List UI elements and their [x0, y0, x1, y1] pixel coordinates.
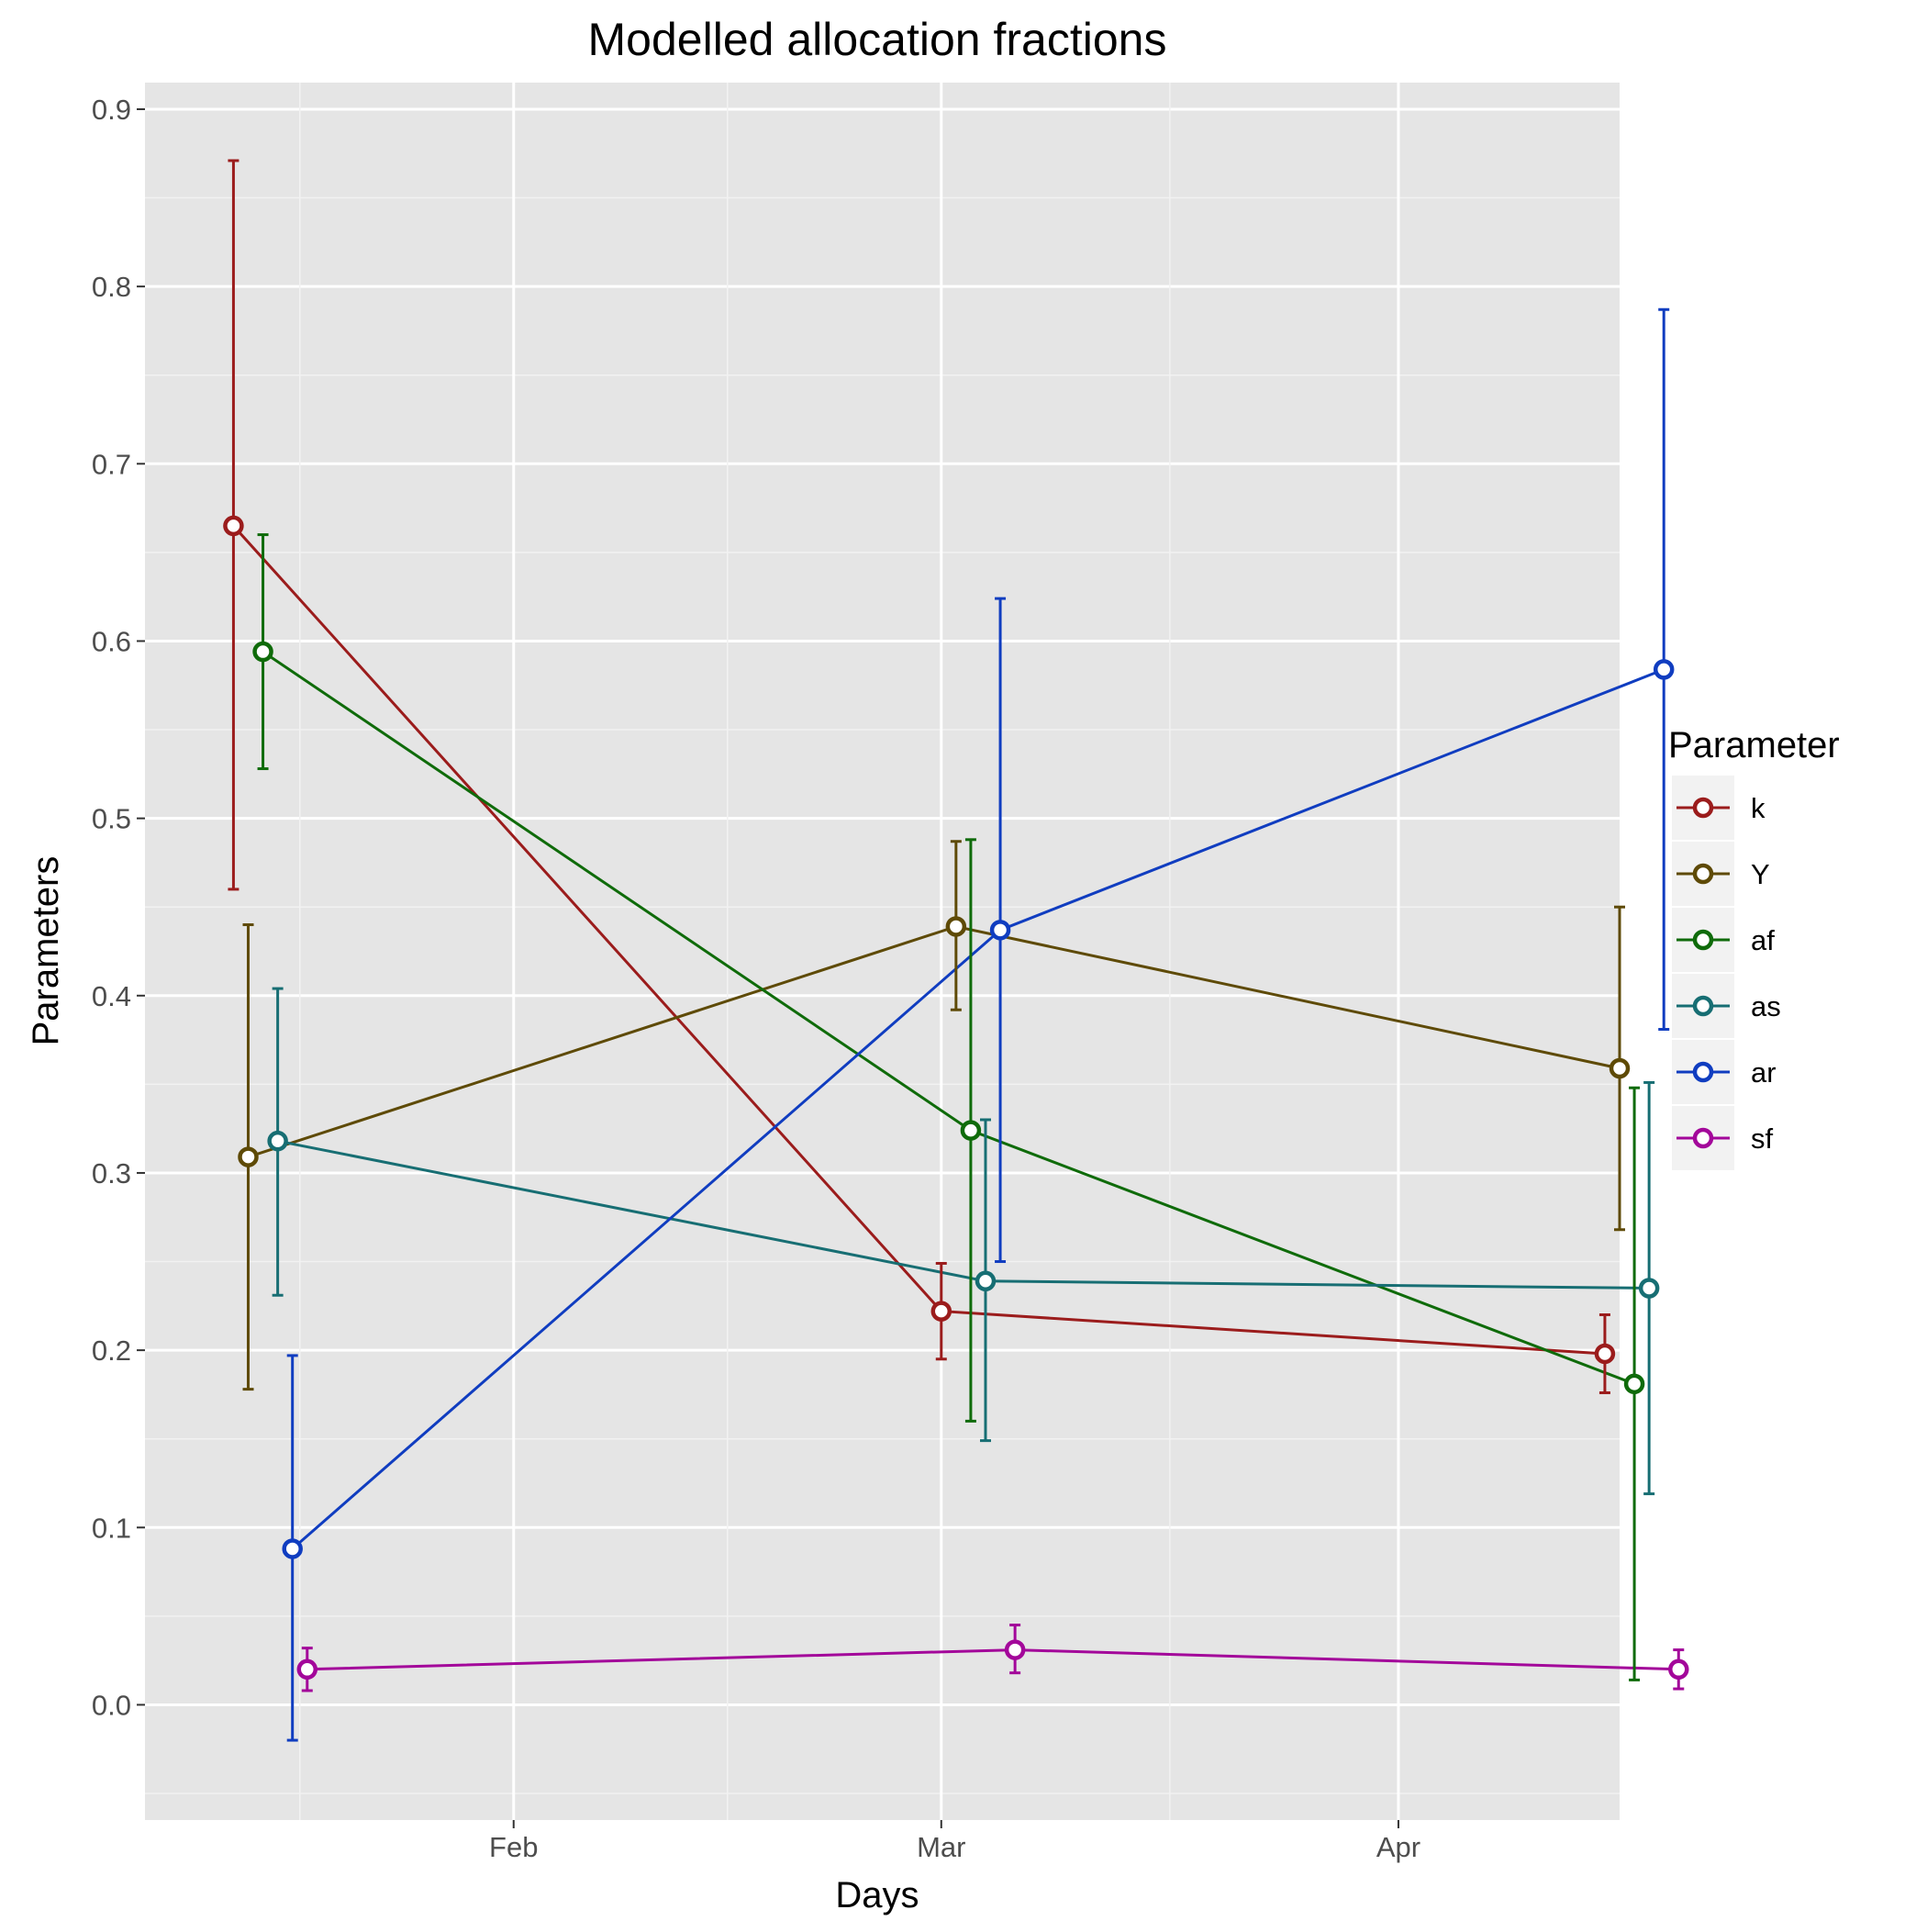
legend-label: ar — [1751, 1056, 1777, 1089]
data-point-sf — [1004, 1639, 1026, 1660]
y-tick-label: 0.0 — [92, 1689, 131, 1721]
legend-label: af — [1751, 924, 1775, 956]
x-tick-label: Mar — [917, 1831, 965, 1863]
y-tick-label: 0.9 — [92, 94, 131, 126]
y-tick-label: 0.4 — [92, 980, 131, 1012]
x-tick-label: Apr — [1376, 1831, 1420, 1863]
data-point-Y — [1609, 1057, 1631, 1079]
data-point-as — [267, 1130, 288, 1152]
legend-key-point — [1692, 797, 1714, 819]
y-axis: 0.0 0.1 0.2 0.3 0.4 0.5 0.6 0.7 0.8 0.9 — [92, 94, 145, 1721]
data-point-sf — [1668, 1658, 1689, 1681]
data-point-ar — [1653, 659, 1675, 680]
legend-items: k Yaf as ar sf — [1672, 776, 1781, 1170]
legend-label: as — [1751, 990, 1781, 1022]
y-tick-label: 0.7 — [92, 448, 131, 480]
data-point-af — [960, 1120, 982, 1141]
y-tick-label: 0.8 — [92, 271, 131, 303]
legend-item-as: as — [1672, 974, 1781, 1038]
series-layer — [223, 159, 1689, 1742]
legend-title: Parameter — [1668, 725, 1840, 765]
legend: Parameter k Yaf as ar sf — [1668, 725, 1840, 1170]
chart-title: Modelled allocation fractions — [588, 14, 1167, 65]
legend-label: sf — [1751, 1122, 1774, 1155]
legend-key-point — [1692, 1127, 1714, 1149]
legend-item-k: k — [1672, 776, 1765, 840]
data-point-k — [930, 1301, 952, 1322]
legend-label: k — [1751, 792, 1765, 824]
data-point-as — [975, 1270, 997, 1292]
data-point-af — [252, 641, 273, 663]
x-tick-label: Feb — [489, 1831, 538, 1863]
y-axis-title: Parameters — [26, 856, 66, 1046]
data-point-ar — [282, 1538, 303, 1559]
data-point-Y — [945, 916, 967, 937]
data-point-ar — [989, 920, 1011, 941]
legend-key-point — [1692, 863, 1714, 885]
x-axis-title: Days — [835, 1875, 919, 1915]
legend-item-Y: Y — [1672, 842, 1770, 906]
data-point-k — [1594, 1343, 1616, 1365]
y-tick-label: 0.6 — [92, 625, 131, 657]
legend-item-ar: ar — [1672, 1040, 1777, 1104]
legend-item-af: af — [1672, 908, 1775, 972]
legend-key-point — [1692, 929, 1714, 951]
y-tick-label: 0.1 — [92, 1512, 131, 1544]
data-points — [223, 515, 1689, 1681]
data-point-Y — [238, 1146, 259, 1167]
legend-label: Y — [1751, 858, 1770, 890]
data-point-as — [1638, 1278, 1660, 1299]
y-tick-label: 0.5 — [92, 803, 131, 835]
legend-key-point — [1692, 1061, 1714, 1083]
data-point-k — [223, 515, 244, 537]
legend-key-point — [1692, 995, 1714, 1017]
grid-lines — [145, 83, 1620, 1820]
legend-item-sf: sf — [1672, 1106, 1774, 1170]
x-axis: Feb Mar Apr — [489, 1820, 1420, 1863]
y-tick-label: 0.3 — [92, 1157, 131, 1189]
data-point-sf — [296, 1658, 318, 1681]
y-tick-label: 0.2 — [92, 1335, 131, 1367]
data-point-af — [1623, 1373, 1645, 1395]
